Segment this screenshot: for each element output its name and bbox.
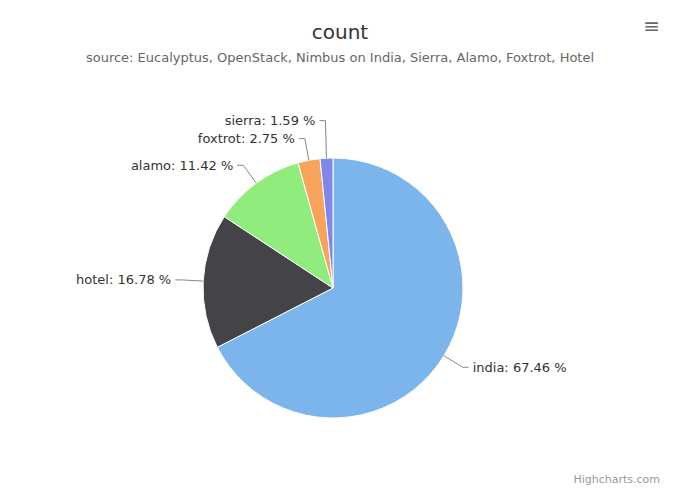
svg-text:india: 67.46 %: india: 67.46 % [473, 360, 567, 375]
html-text:Highcharts.com: Highcharts.com [573, 473, 660, 486]
svg-text:alamo: 11.42 %: alamo: 11.42 % [131, 158, 233, 173]
svg-text:hotel: 16.78 %: hotel: 16.78 % [76, 272, 171, 287]
svg-text:foxtrot: 2.75 %: foxtrot: 2.75 % [198, 131, 295, 146]
html-text:source: Eucalyptus, OpenStack,: source: Eucalyptus, OpenStack, Nimbus on… [85, 50, 595, 65]
svg-text:sierra: 1.59 %: sierra: 1.59 % [225, 113, 316, 128]
html-text:count: count [311, 20, 369, 44]
